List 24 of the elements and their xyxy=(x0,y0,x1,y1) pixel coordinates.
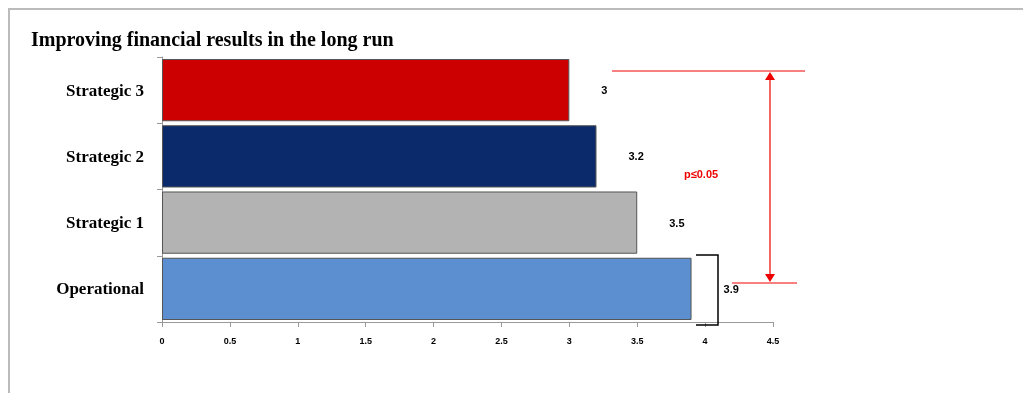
annotation: p≤0.05 xyxy=(684,168,719,180)
y-tick-label: Strategic 2 xyxy=(66,146,144,166)
x-tick-label: 1 xyxy=(295,335,301,346)
y-tick-label: Strategic 1 xyxy=(66,213,144,233)
bar xyxy=(162,58,570,122)
chart-title: Improving financial results in the long run xyxy=(31,28,394,51)
x-tick-label: 1.5 xyxy=(359,335,372,346)
data-label: 3.2 xyxy=(628,150,644,163)
bar xyxy=(162,125,597,188)
x-tick-label: 3 xyxy=(566,335,572,346)
x-tick-label: 2 xyxy=(431,335,437,346)
x-tick-label: 4 xyxy=(702,335,708,346)
x-tick-label: 0 xyxy=(159,335,165,346)
x-tick-label: 2.5 xyxy=(495,335,508,346)
data-label: 3.9 xyxy=(723,282,739,295)
data-label: 3 xyxy=(601,84,608,97)
y-tick-label: Strategic 3 xyxy=(66,80,144,100)
x-tick-label: 4.5 xyxy=(766,335,780,346)
bar xyxy=(162,257,692,321)
x-tick-label: 0.5 xyxy=(223,335,237,346)
data-label: 3.5 xyxy=(669,216,685,229)
y-tick-label: Operational xyxy=(56,279,145,299)
bar xyxy=(162,191,638,254)
x-tick-label: 3.5 xyxy=(630,335,644,346)
